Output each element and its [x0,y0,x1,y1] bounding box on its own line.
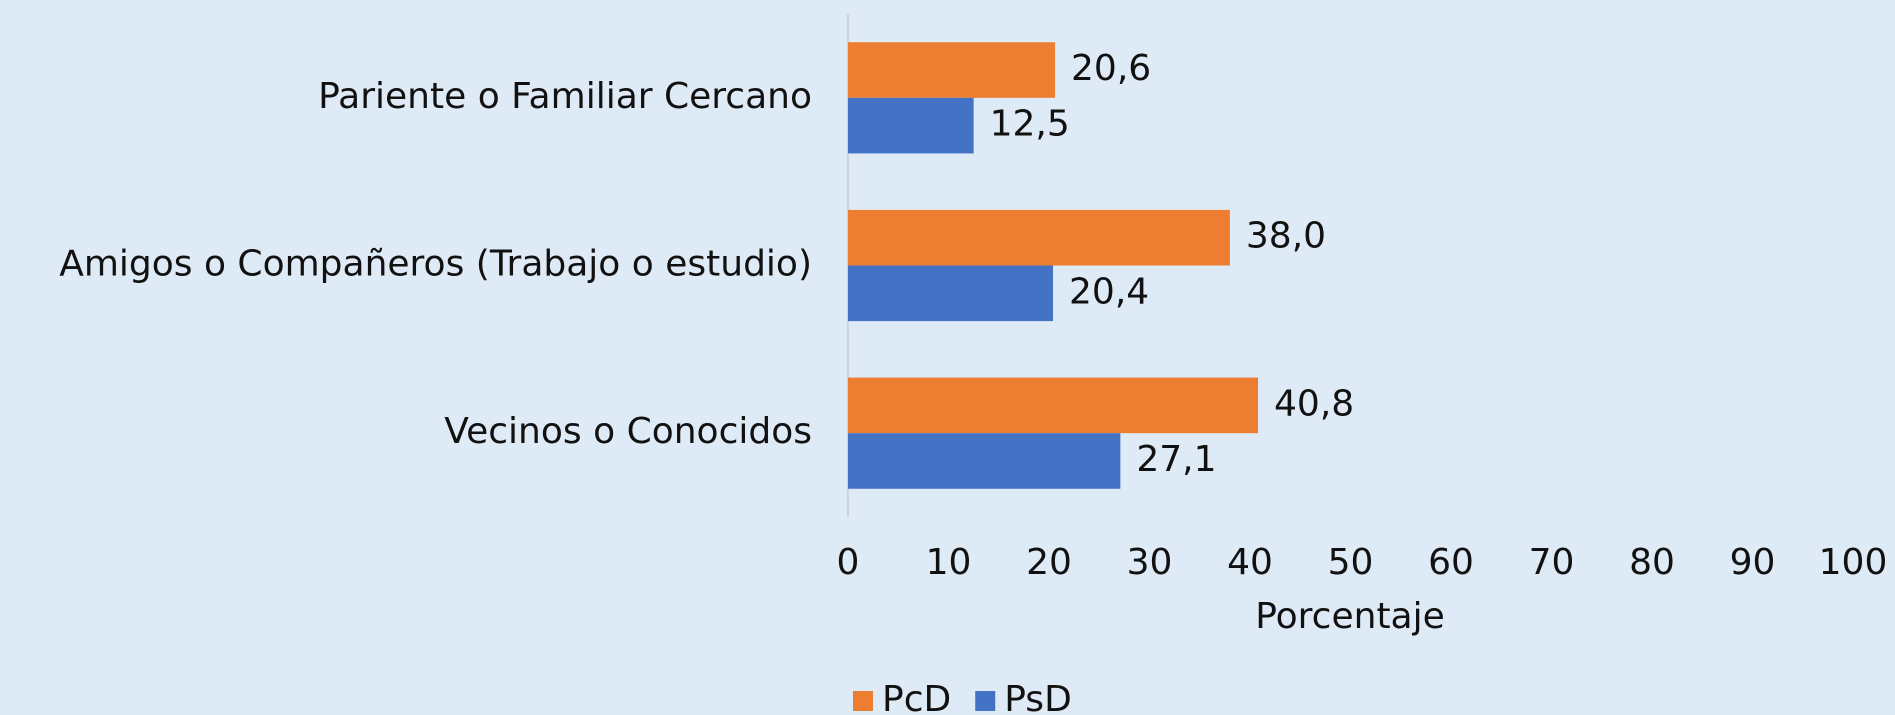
y-tick-label: Vecinos o Conocidos [444,411,812,452]
x-tick-label: 10 [926,542,972,583]
value-label: 40,8 [1274,383,1354,424]
x-tick-label: 50 [1328,542,1374,583]
y-tick-label: Pariente o Familiar Cercano [318,76,812,117]
x-tick-label: 40 [1227,542,1273,583]
x-tick-label: 100 [1819,542,1888,583]
value-label: 12,5 [990,104,1070,145]
x-tick-label: 70 [1529,542,1575,583]
bar [848,433,1121,489]
bar [848,209,1230,266]
x-tick-label: 90 [1730,542,1776,583]
legend-label: PsD [1004,679,1072,715]
x-tick-label: 80 [1629,542,1675,583]
x-tick-label: 0 [837,542,860,583]
bar [848,377,1259,434]
value-label: 20,4 [1069,271,1149,312]
value-label: 38,0 [1246,216,1326,257]
legend-swatch [975,691,996,711]
bar [848,97,974,154]
bar [848,265,1054,322]
x-axis-title: Porcentaje [1255,596,1445,637]
y-tick-label: Amigos o Compañeros (Trabajo o estudio) [59,244,812,285]
legend-label: PcD [882,679,951,715]
x-tick-label: 30 [1127,542,1173,583]
value-label: 20,6 [1071,48,1151,89]
x-tick-label: 20 [1026,542,1072,583]
x-tick-label: 60 [1428,542,1474,583]
value-label: 27,1 [1136,439,1216,480]
bar [848,42,1056,98]
legend-swatch [853,691,873,711]
